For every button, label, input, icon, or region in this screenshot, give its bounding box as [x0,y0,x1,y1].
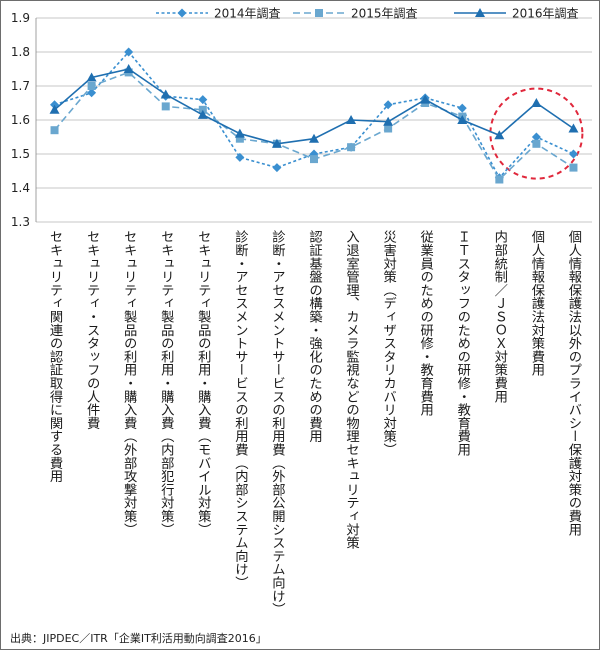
point-marker [457,103,467,113]
point-marker [271,138,282,148]
point-marker [87,82,96,90]
point-marker [346,115,357,124]
y-tick-label: 1.8 [11,45,30,59]
x-category-label: セキュリティ製品の利用・購入費（内部犯行対策） [158,230,174,536]
point-marker [347,143,356,152]
y-tick-label: 1.9 [11,11,30,25]
point-marker [86,72,97,82]
y-tick-label: 1.4 [11,181,30,195]
point-marker [568,123,579,133]
x-category-label: 診断・アセスメントサービスの利用費（内部システム向け） [232,230,248,590]
point-marker [234,128,245,138]
point-marker [568,149,578,159]
point-marker [420,94,431,104]
point-marker [87,88,97,98]
y-tick-label: 1.6 [11,113,30,127]
point-marker [531,132,541,142]
x-category-label: 災害対策（ディザスタリカバリ対策） [380,230,396,457]
point-marker [495,175,504,184]
x-category-label: 個人情報保護法対策費用 [528,230,544,377]
point-marker [384,124,393,133]
point-marker [315,9,323,17]
point-marker [197,109,208,119]
legend-label: 2014年調査 [214,7,281,21]
x-category-label: セキュリティ製品の利用・購入費（外部攻撃対策） [121,230,137,536]
legend: 2014年調査 2015年調査 2016年調査 [156,7,579,21]
point-marker [383,116,394,126]
highlight-ellipse [489,87,584,180]
point-marker [383,100,393,110]
legend-label: 2015年調査 [351,7,418,21]
x-category-label: ＩＴスタッフのための研修・教育費用 [454,230,470,457]
x-category-label: 内部統制／ＪＳＯＸ対策費用 [491,230,507,403]
line-chart: 1.3 1.4 1.5 1.6 1.7 1.8 1.9 2014年調査 2015年調査 2016… [11,7,592,229]
x-category-label: 従業員のための研修・教育費用 [417,230,433,417]
x-category-label: 個人情報保護法以外のプライバシー保護対策の費用 [565,230,581,536]
y-tick-label: 1.3 [11,215,30,229]
highlight-circle [489,87,584,180]
x-category-label: セキュリティ関連の認証取得に関する費用 [47,230,63,483]
x-category-label: セキュリティ製品の利用・購入費（モバイル対策） [195,230,211,536]
series-layer [49,47,579,184]
point-marker [309,133,319,143]
x-category-label: 認証基盤の構築・強化のための費用 [306,230,322,443]
x-category-label: 入退室管理、カメラ監視などの物理セキュリティ対策 [343,230,359,550]
point-marker [457,115,468,124]
y-tick-label: 1.5 [11,147,30,161]
series-line [54,68,574,145]
point-marker [494,130,505,140]
point-marker [123,64,134,73]
legend-label: 2016年調査 [512,7,579,21]
x-category-label: 診断・アセスメントサービスの利用費（外部公開システム向け） [269,230,285,616]
point-marker [272,163,282,173]
point-marker [49,104,60,114]
point-marker [160,89,171,99]
source-note: 出典：JIPDEC／ITR「企業IT利活用動向調査2016」 [10,632,267,645]
series-2 [49,64,579,148]
point-marker [531,98,542,107]
point-marker [235,134,244,143]
x-category-label: セキュリティ・スタッフの人件費 [84,230,100,430]
point-marker [177,8,187,18]
point-marker [475,8,485,17]
point-marker [569,163,578,172]
point-marker [198,95,208,105]
point-marker [532,139,541,148]
y-axis-ticks: 1.3 1.4 1.5 1.6 1.7 1.8 1.9 [11,11,30,229]
series-line [53,71,574,181]
point-marker [161,102,170,111]
y-tick-label: 1.7 [11,79,30,93]
point-marker [124,47,134,57]
point-marker [310,155,318,164]
gridlines [35,17,592,223]
point-marker [198,105,207,114]
point-marker [50,126,59,135]
point-marker [235,152,245,162]
